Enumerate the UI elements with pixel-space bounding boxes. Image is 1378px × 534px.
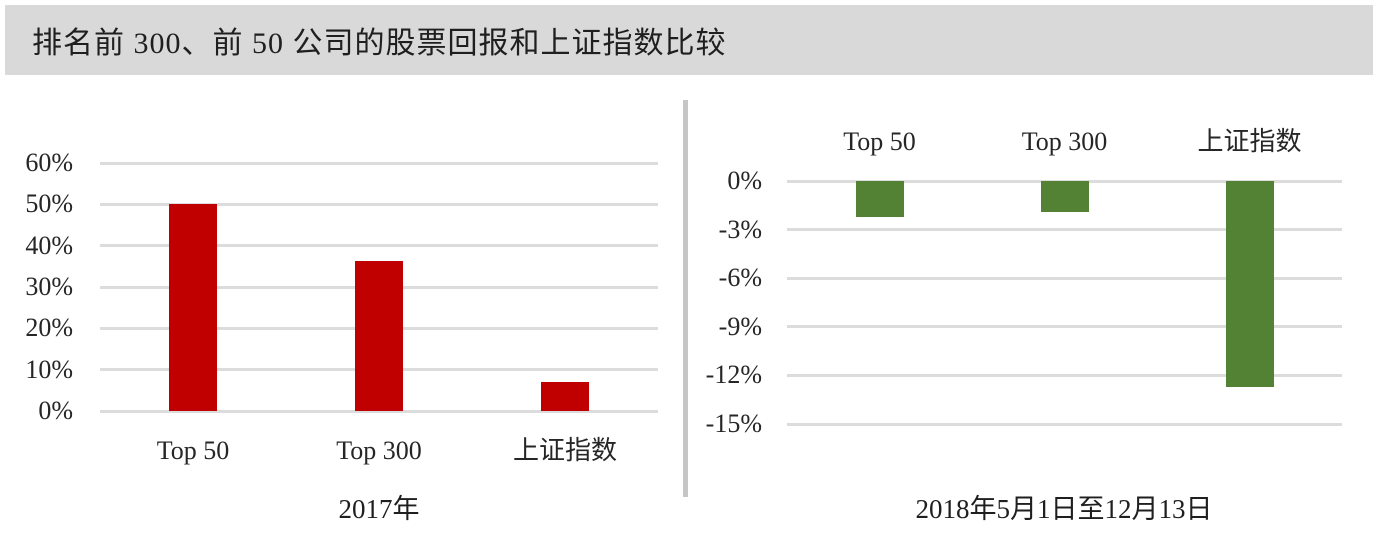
bar-top-50 [855,181,904,217]
gridline-30% [100,285,658,289]
chart-title: 排名前 300、前 50 公司的股票回报和上证指数比较 [32,27,727,60]
bar-上证指数 [541,382,589,411]
y-tick-label: -6% [718,263,762,293]
x-axis-title-2018: 2018年5月1日至12月13日 [915,494,1213,524]
y-tick-label: -12% [705,360,762,390]
gridline-0% [787,179,1342,183]
category-label-上证指数: 上证指数 [512,436,617,465]
category-label-top-300: Top 300 [336,436,422,465]
gridline-60% [100,161,658,165]
gridline-20% [100,326,658,330]
gridline--9% [787,325,1342,329]
category-label-top-300: Top 300 [1021,127,1108,156]
gridline-40% [100,244,658,248]
category-label-上证指数: 上证指数 [1197,127,1302,156]
gridline-10% [100,368,658,372]
gridline--15% [787,422,1342,426]
bar-top-300 [1040,181,1089,212]
gridline-0% [100,409,658,413]
y-tick-label: -15% [705,409,762,438]
y-tick-label: 60% [25,148,73,177]
gridline--6% [787,276,1342,280]
y-tick-label: 0% [727,166,762,195]
y-tick-label: 50% [25,189,73,219]
gridline-50% [100,202,658,206]
gridline--3% [787,228,1342,232]
y-tick-label: 0% [38,396,73,425]
y-tick-label: 10% [25,354,73,384]
bar-上证指数 [1225,181,1274,387]
gridline--12% [787,373,1342,377]
chart-title-bar: 排名前 300、前 50 公司的股票回报和上证指数比较 [5,5,1373,75]
y-tick-label: -9% [718,311,762,341]
y-tick-label: -3% [718,214,762,244]
category-label-top-50: Top 50 [843,127,916,156]
y-tick-label: 40% [25,230,73,260]
x-axis-title-2017: 2017年 [338,494,420,524]
bar-top-300 [355,261,403,411]
y-tick-label: 20% [25,313,73,343]
category-label-top-50: Top 50 [156,436,230,465]
bar-top-50 [169,203,217,411]
charts-divider [683,100,688,497]
y-tick-label: 30% [25,272,73,301]
